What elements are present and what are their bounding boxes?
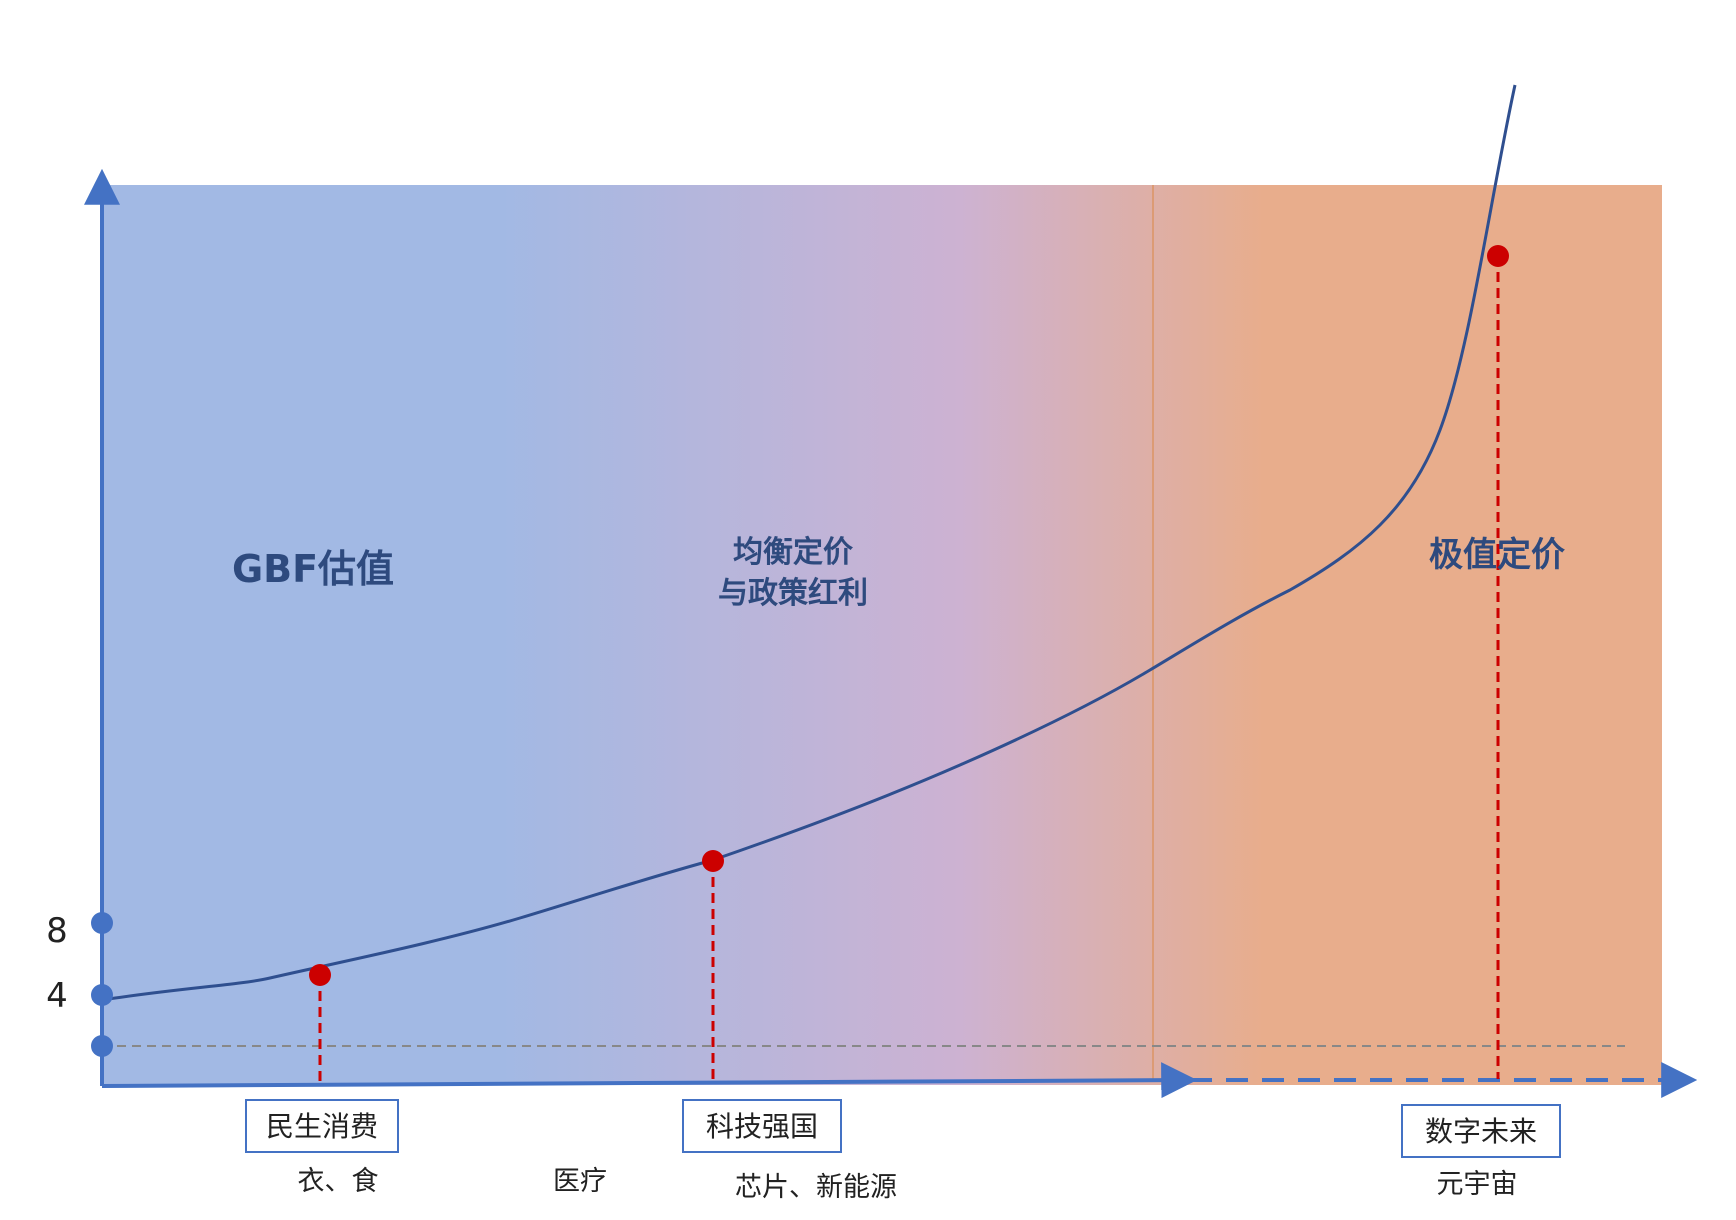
marker-point-2 (702, 850, 724, 872)
marker-point-3 (1487, 245, 1509, 267)
x-axis (101, 1062, 1198, 1099)
y-axis-point-baseline (91, 1035, 113, 1057)
category-box-3 (1401, 1104, 1561, 1158)
y-tick-label-4: 4 (46, 976, 68, 1016)
zone-label-middle-line2: 与政策红利 (718, 576, 868, 611)
caption-free: 医疗 (553, 1166, 607, 1197)
y-axis-point-4 (91, 984, 113, 1006)
category-box-1 (245, 1099, 399, 1153)
growth-curve (101, 84, 1517, 1002)
category-box-label-1: 民生消费 (266, 1110, 378, 1143)
category-box-label-2: 科技强国 (706, 1110, 818, 1143)
zone-label-left: GBF估值 (232, 547, 394, 591)
background-gradient-zone (102, 185, 1662, 1085)
category-box-label-3: 数字未来 (1425, 1115, 1537, 1148)
caption-3: 元宇宙 (1437, 1169, 1518, 1200)
y-tick-label-8: 8 (46, 911, 68, 951)
zone-label-right: 极值定价 (1429, 535, 1565, 575)
marker-point-1 (309, 964, 331, 986)
caption-2: 芯片、新能源 (735, 1172, 897, 1203)
caption-1: 衣、食 (298, 1166, 379, 1197)
zone-label-middle-line1: 均衡定价 (733, 535, 853, 570)
category-box-2 (682, 1099, 842, 1153)
y-axis-point-8 (91, 912, 113, 934)
